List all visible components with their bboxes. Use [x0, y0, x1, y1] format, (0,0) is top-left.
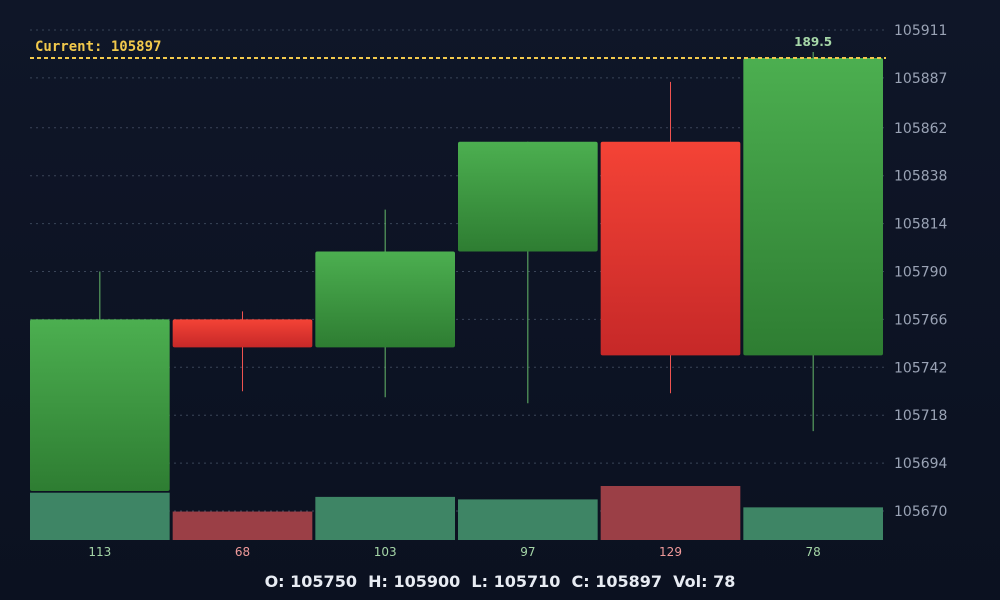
low-value: 105710: [493, 572, 561, 591]
close-label: C:: [571, 572, 590, 591]
y-tick-label: 105766: [894, 312, 948, 328]
candle-body: [458, 141, 598, 252]
volume-label: 68: [235, 545, 250, 559]
volume-label: 97: [520, 545, 535, 559]
volume-label: Vol:: [673, 572, 708, 591]
volume-bar: [315, 496, 455, 540]
open-label: O:: [264, 572, 285, 591]
volume-label: 113: [88, 545, 111, 559]
volume-bar: [30, 492, 170, 540]
y-axis-ticks: 105670 105694 105718 105742 105766 105790 1058…: [894, 23, 948, 520]
candle-body: [172, 319, 313, 348]
candle-body: [315, 251, 455, 348]
low-label: L:: [471, 572, 488, 591]
volume-value: 78: [713, 572, 736, 591]
open-value: 105750: [290, 572, 357, 591]
current-price-label: Current: 105897: [35, 39, 161, 55]
candle-body: [600, 141, 741, 356]
y-tick-label: 105862: [894, 121, 947, 137]
candle-body: [743, 57, 883, 356]
y-tick-label: 105838: [894, 169, 947, 185]
high-value: 105900: [393, 572, 461, 591]
current-price-marker: Current: 105897 189.5: [30, 35, 886, 59]
y-tick-label: 105670: [894, 504, 947, 520]
ohlc-summary: O: 105750 H: 105900 L: 105710 C: 105897 …: [0, 572, 1000, 591]
high-label: H:: [368, 572, 388, 591]
volume-label: 78: [806, 545, 821, 559]
volume-label: 129: [659, 545, 682, 559]
candle-body: [30, 319, 170, 492]
y-tick-label: 105718: [894, 408, 947, 424]
y-tick-label: 105887: [894, 71, 947, 87]
close-value: 105897: [595, 572, 663, 591]
y-tick-label: 105790: [894, 264, 947, 280]
y-tick-label: 105694: [894, 456, 948, 472]
volume-bar: [600, 486, 741, 540]
volume-bar: [458, 499, 598, 540]
volume-bar: [172, 511, 313, 540]
y-tick-label: 105814: [894, 217, 948, 233]
y-tick-label: 105742: [894, 360, 947, 376]
candles: [30, 51, 883, 492]
volume-bar: [743, 507, 883, 540]
volume-bars: 113 68 103 97 129 78: [30, 486, 883, 559]
last-change-label: 189.5: [794, 35, 832, 49]
y-tick-label: 105911: [894, 23, 947, 39]
volume-label: 103: [374, 545, 397, 559]
